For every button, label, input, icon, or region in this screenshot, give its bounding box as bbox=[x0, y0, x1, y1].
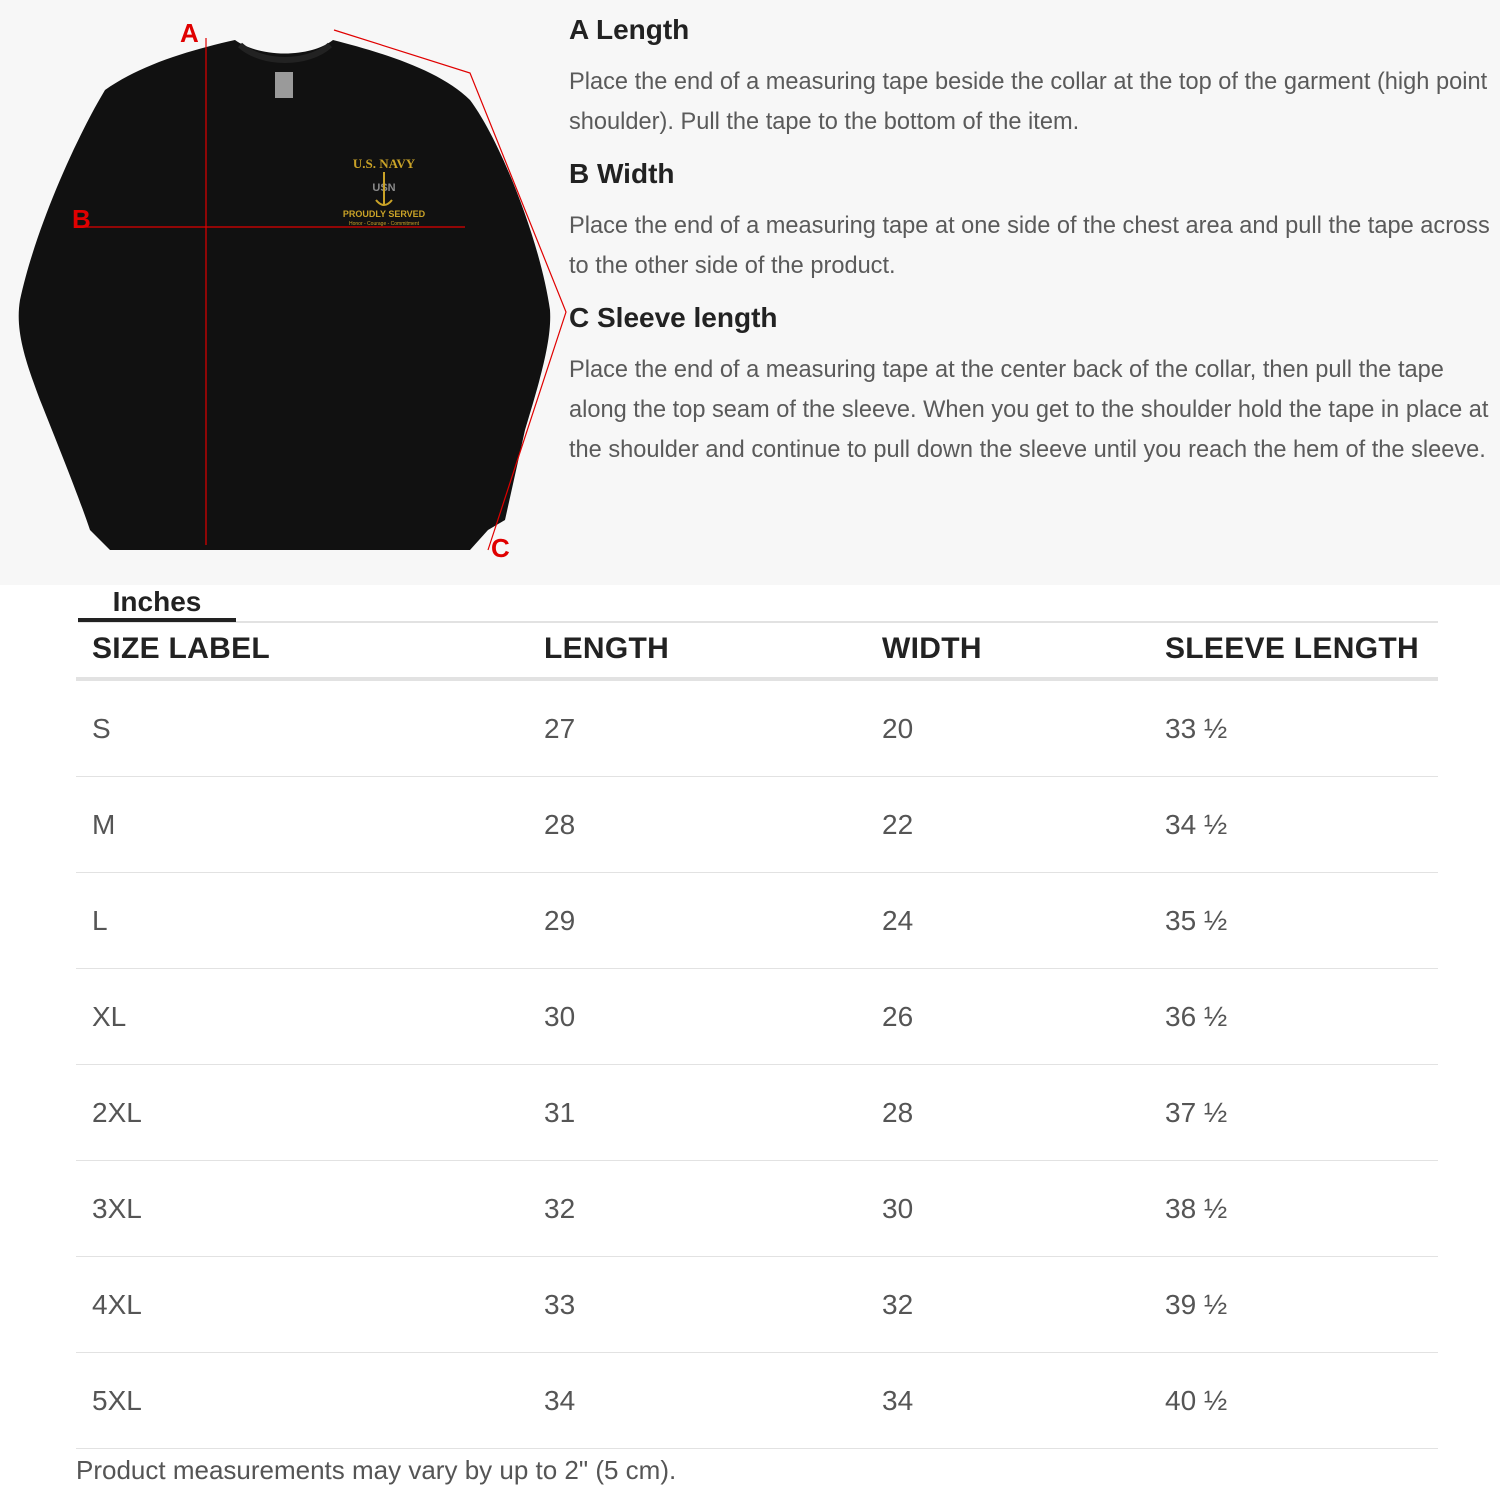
cell-sleeve-length: 39 ½ bbox=[1149, 1256, 1438, 1353]
table-header-row: SIZE LABEL LENGTH WIDTH SLEEVE LENGTH bbox=[76, 621, 1438, 681]
cell-sleeve-length: 35 ½ bbox=[1149, 872, 1438, 969]
table-row: L 29 24 35 ½ bbox=[76, 872, 1438, 969]
unit-tabs: Inches bbox=[78, 584, 1438, 623]
cell-width: 30 bbox=[866, 1160, 1149, 1257]
anchor-icon bbox=[375, 172, 393, 206]
table-row: XL 30 26 36 ½ bbox=[76, 968, 1438, 1065]
section-title-length: A Length bbox=[569, 14, 690, 45]
cell-length: 33 bbox=[528, 1256, 866, 1353]
cell-size: 4XL bbox=[76, 1256, 528, 1353]
cell-width: 32 bbox=[866, 1256, 1149, 1353]
measurement-note: Product measurements may vary by up to 2… bbox=[76, 1455, 677, 1485]
section-text-sleeve: Place the end of a measuring tape at the… bbox=[569, 357, 1489, 463]
section-title-sleeve: C Sleeve length bbox=[569, 302, 778, 333]
cell-size: XL bbox=[76, 968, 528, 1065]
logo-text: Honor - Courage - Commitment bbox=[349, 221, 420, 227]
cell-width: 22 bbox=[866, 776, 1149, 873]
cell-length: 28 bbox=[528, 776, 866, 873]
cell-size: S bbox=[76, 679, 528, 777]
cell-length: 27 bbox=[528, 679, 866, 777]
sweatshirt-body bbox=[18, 40, 551, 550]
cell-width: 20 bbox=[866, 679, 1149, 777]
cell-size: 3XL bbox=[76, 1160, 528, 1257]
cell-length: 34 bbox=[528, 1352, 866, 1449]
header-width: WIDTH bbox=[866, 621, 1149, 681]
table-row: 2XL 31 28 37 ½ bbox=[76, 1064, 1438, 1161]
cell-size: 5XL bbox=[76, 1352, 528, 1449]
cell-sleeve-length: 33 ½ bbox=[1149, 679, 1438, 777]
table-row: M 28 22 34 ½ bbox=[76, 776, 1438, 873]
marker-a: A bbox=[180, 18, 199, 48]
table-row: 5XL 34 34 40 ½ bbox=[76, 1352, 1438, 1449]
cell-size: M bbox=[76, 776, 528, 873]
header-length: LENGTH bbox=[528, 621, 866, 681]
table-row: 4XL 33 32 39 ½ bbox=[76, 1256, 1438, 1353]
marker-b: B bbox=[72, 204, 91, 234]
cell-sleeve-length: 34 ½ bbox=[1149, 776, 1438, 873]
logo-text: PROUDLY SERVED bbox=[343, 209, 426, 219]
logo-text: U.S. NAVY bbox=[353, 156, 416, 171]
table-row: 3XL 32 30 38 ½ bbox=[76, 1160, 1438, 1257]
cell-length: 30 bbox=[528, 968, 866, 1065]
section-text-length: Place the end of a measuring tape beside… bbox=[569, 69, 1488, 135]
cell-width: 28 bbox=[866, 1064, 1149, 1161]
cell-sleeve-length: 37 ½ bbox=[1149, 1064, 1438, 1161]
cell-sleeve-length: 38 ½ bbox=[1149, 1160, 1438, 1257]
cell-width: 24 bbox=[866, 872, 1149, 969]
cell-length: 32 bbox=[528, 1160, 866, 1257]
cell-size: 2XL bbox=[76, 1064, 528, 1161]
cell-width: 34 bbox=[866, 1352, 1149, 1449]
cell-length: 29 bbox=[528, 872, 866, 969]
garment-tag bbox=[275, 72, 293, 98]
cell-sleeve-length: 36 ½ bbox=[1149, 968, 1438, 1065]
section-text-width: Place the end of a measuring tape at one… bbox=[569, 213, 1490, 279]
section-title-width: B Width bbox=[569, 158, 675, 189]
cell-sleeve-length: 40 ½ bbox=[1149, 1352, 1438, 1449]
header-sleeve-length: SLEEVE LENGTH bbox=[1149, 621, 1438, 681]
cell-size: L bbox=[76, 872, 528, 969]
tab-inches[interactable]: Inches bbox=[78, 584, 236, 622]
header-size-label: SIZE LABEL bbox=[76, 621, 528, 681]
measurement-guide-panel: U.S. NAVY USN PROUDLY SERVED Honor - Cou… bbox=[0, 0, 1500, 585]
marker-c: C bbox=[491, 533, 510, 563]
sleeve-line bbox=[333, 29, 567, 551]
measurement-instructions: A Length Place the end of a measuring ta… bbox=[569, 10, 1494, 482]
sweatshirt-illustration: U.S. NAVY USN PROUDLY SERVED Honor - Cou… bbox=[18, 18, 567, 563]
cell-length: 31 bbox=[528, 1064, 866, 1161]
table-row: S 27 20 33 ½ bbox=[76, 679, 1438, 777]
cell-width: 26 bbox=[866, 968, 1149, 1065]
